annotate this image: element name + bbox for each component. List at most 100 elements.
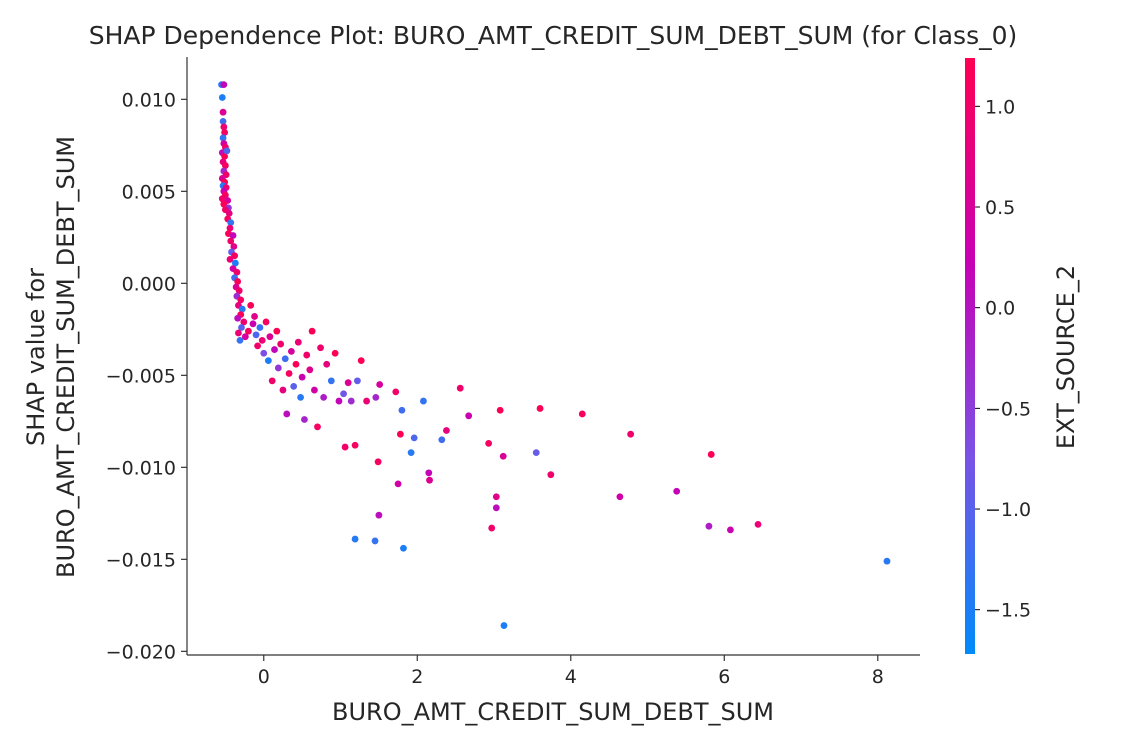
x-tick-label: 8	[872, 666, 884, 688]
scatter-point	[488, 524, 496, 532]
scatter-point	[238, 324, 245, 331]
scatter-point	[235, 287, 243, 295]
scatter-point	[375, 511, 383, 519]
scatter-point	[264, 357, 272, 364]
scatter-point	[219, 118, 227, 125]
scatter-point	[229, 232, 237, 239]
scatter-point	[705, 522, 713, 530]
scatter-point	[616, 493, 624, 501]
scatter-point	[283, 410, 291, 418]
scatter-point	[254, 342, 262, 350]
scatter-point	[227, 219, 235, 227]
scatter-point	[465, 412, 473, 420]
scatter-point	[496, 406, 504, 414]
scatter-point	[335, 397, 343, 405]
scatter-point	[249, 320, 257, 328]
scatter-point	[279, 386, 287, 394]
scatter-point	[233, 268, 241, 276]
scatter-point	[443, 427, 450, 434]
chart-title: SHAP Dependence Plot: BURO_AMT_CREDIT_SU…	[89, 21, 1018, 50]
scatter-point	[320, 394, 328, 401]
scatter-point	[274, 364, 282, 372]
scatter-point	[754, 520, 762, 528]
scatter-point	[344, 379, 352, 387]
scatter-point	[234, 278, 242, 285]
scatter-point	[351, 535, 359, 543]
scatter-point	[532, 449, 540, 456]
scatter-point	[301, 416, 308, 423]
scatter-point	[221, 162, 229, 169]
scatter-point	[231, 259, 239, 267]
scatter-point	[273, 327, 281, 335]
scatter-point	[372, 394, 380, 401]
colorbar-tick-label: 0.5	[985, 197, 1015, 219]
x-tick-label: 4	[565, 666, 577, 688]
colorbar-tick-label: −0.5	[985, 398, 1031, 420]
scatter-point	[247, 302, 255, 309]
colorbar-tick-label: 0.0	[985, 298, 1015, 320]
scatter-point	[425, 469, 433, 477]
colorbar-label: EXT_SOURCE_2	[1052, 265, 1080, 449]
scatter-point	[536, 405, 544, 412]
scatter-point	[294, 338, 302, 346]
scatter-point	[327, 377, 335, 385]
scatter-point	[492, 493, 500, 501]
x-tick-label: 0	[258, 666, 270, 688]
scatter-point	[227, 237, 235, 245]
scatter-point	[234, 314, 242, 322]
scatter-point	[290, 382, 298, 390]
x-axis-label: BURO_AMT_CREDIT_SUM_DEBT_SUM	[332, 698, 774, 726]
scatter-point	[220, 123, 228, 131]
y-axis-label: SHAP value for BURO_AMT_CREDIT_SUM_DEBT_…	[22, 136, 80, 578]
scatter-point	[492, 504, 500, 512]
scatter-point	[353, 377, 361, 385]
scatter-point	[219, 134, 227, 142]
scatter-point	[306, 366, 314, 374]
scatter-point	[394, 480, 402, 488]
colorbar: 1.0 0.5 0.0 −0.5 −1.0 −1.5 EXT_SOURCE_2	[965, 58, 1080, 654]
scatter-point	[485, 440, 493, 447]
scatter-point	[236, 336, 244, 344]
colorbar-tick-label: 1.0	[985, 96, 1015, 118]
scatter-point	[258, 336, 266, 344]
scatter-point	[241, 333, 249, 341]
colorbar-gradient	[965, 58, 975, 654]
scatter-point	[226, 224, 234, 232]
scatter-point	[240, 318, 248, 326]
y-tick-label: −0.015	[106, 549, 176, 571]
scatter-point	[298, 373, 306, 381]
scatter-point	[371, 537, 379, 545]
scatter-point	[727, 526, 734, 534]
scatter-point	[323, 360, 331, 368]
scatter-point	[268, 377, 276, 385]
x-axis-ticks: 0 2 4 6 8	[258, 655, 884, 688]
scatter-points	[218, 81, 891, 629]
scatter-point	[314, 423, 321, 431]
scatter-point	[363, 397, 371, 405]
scatter-point	[220, 81, 228, 88]
y-tick-label: −0.005	[106, 365, 176, 387]
scatter-point	[219, 108, 227, 116]
y-tick-label: −0.020	[106, 641, 176, 663]
scatter-point	[331, 349, 339, 357]
scatter-point	[303, 351, 311, 359]
scatter-point	[245, 327, 252, 335]
scatter-point	[221, 129, 229, 136]
scatter-point	[271, 346, 278, 353]
scatter-point	[578, 410, 586, 418]
scatter-point	[225, 210, 233, 217]
scatter-point	[277, 340, 285, 348]
scatter-point	[547, 471, 555, 479]
scatter-point	[707, 451, 715, 458]
scatter-point	[500, 622, 508, 629]
scatter-point	[627, 430, 635, 438]
scatter-point	[262, 318, 270, 326]
scatter-point	[256, 324, 264, 331]
scatter-point	[340, 390, 347, 398]
scatter-point	[238, 305, 246, 313]
x-tick-label: 2	[411, 666, 423, 688]
y-tick-label: −0.010	[106, 457, 176, 479]
scatter-point	[392, 388, 400, 396]
scatter-point	[260, 349, 268, 357]
